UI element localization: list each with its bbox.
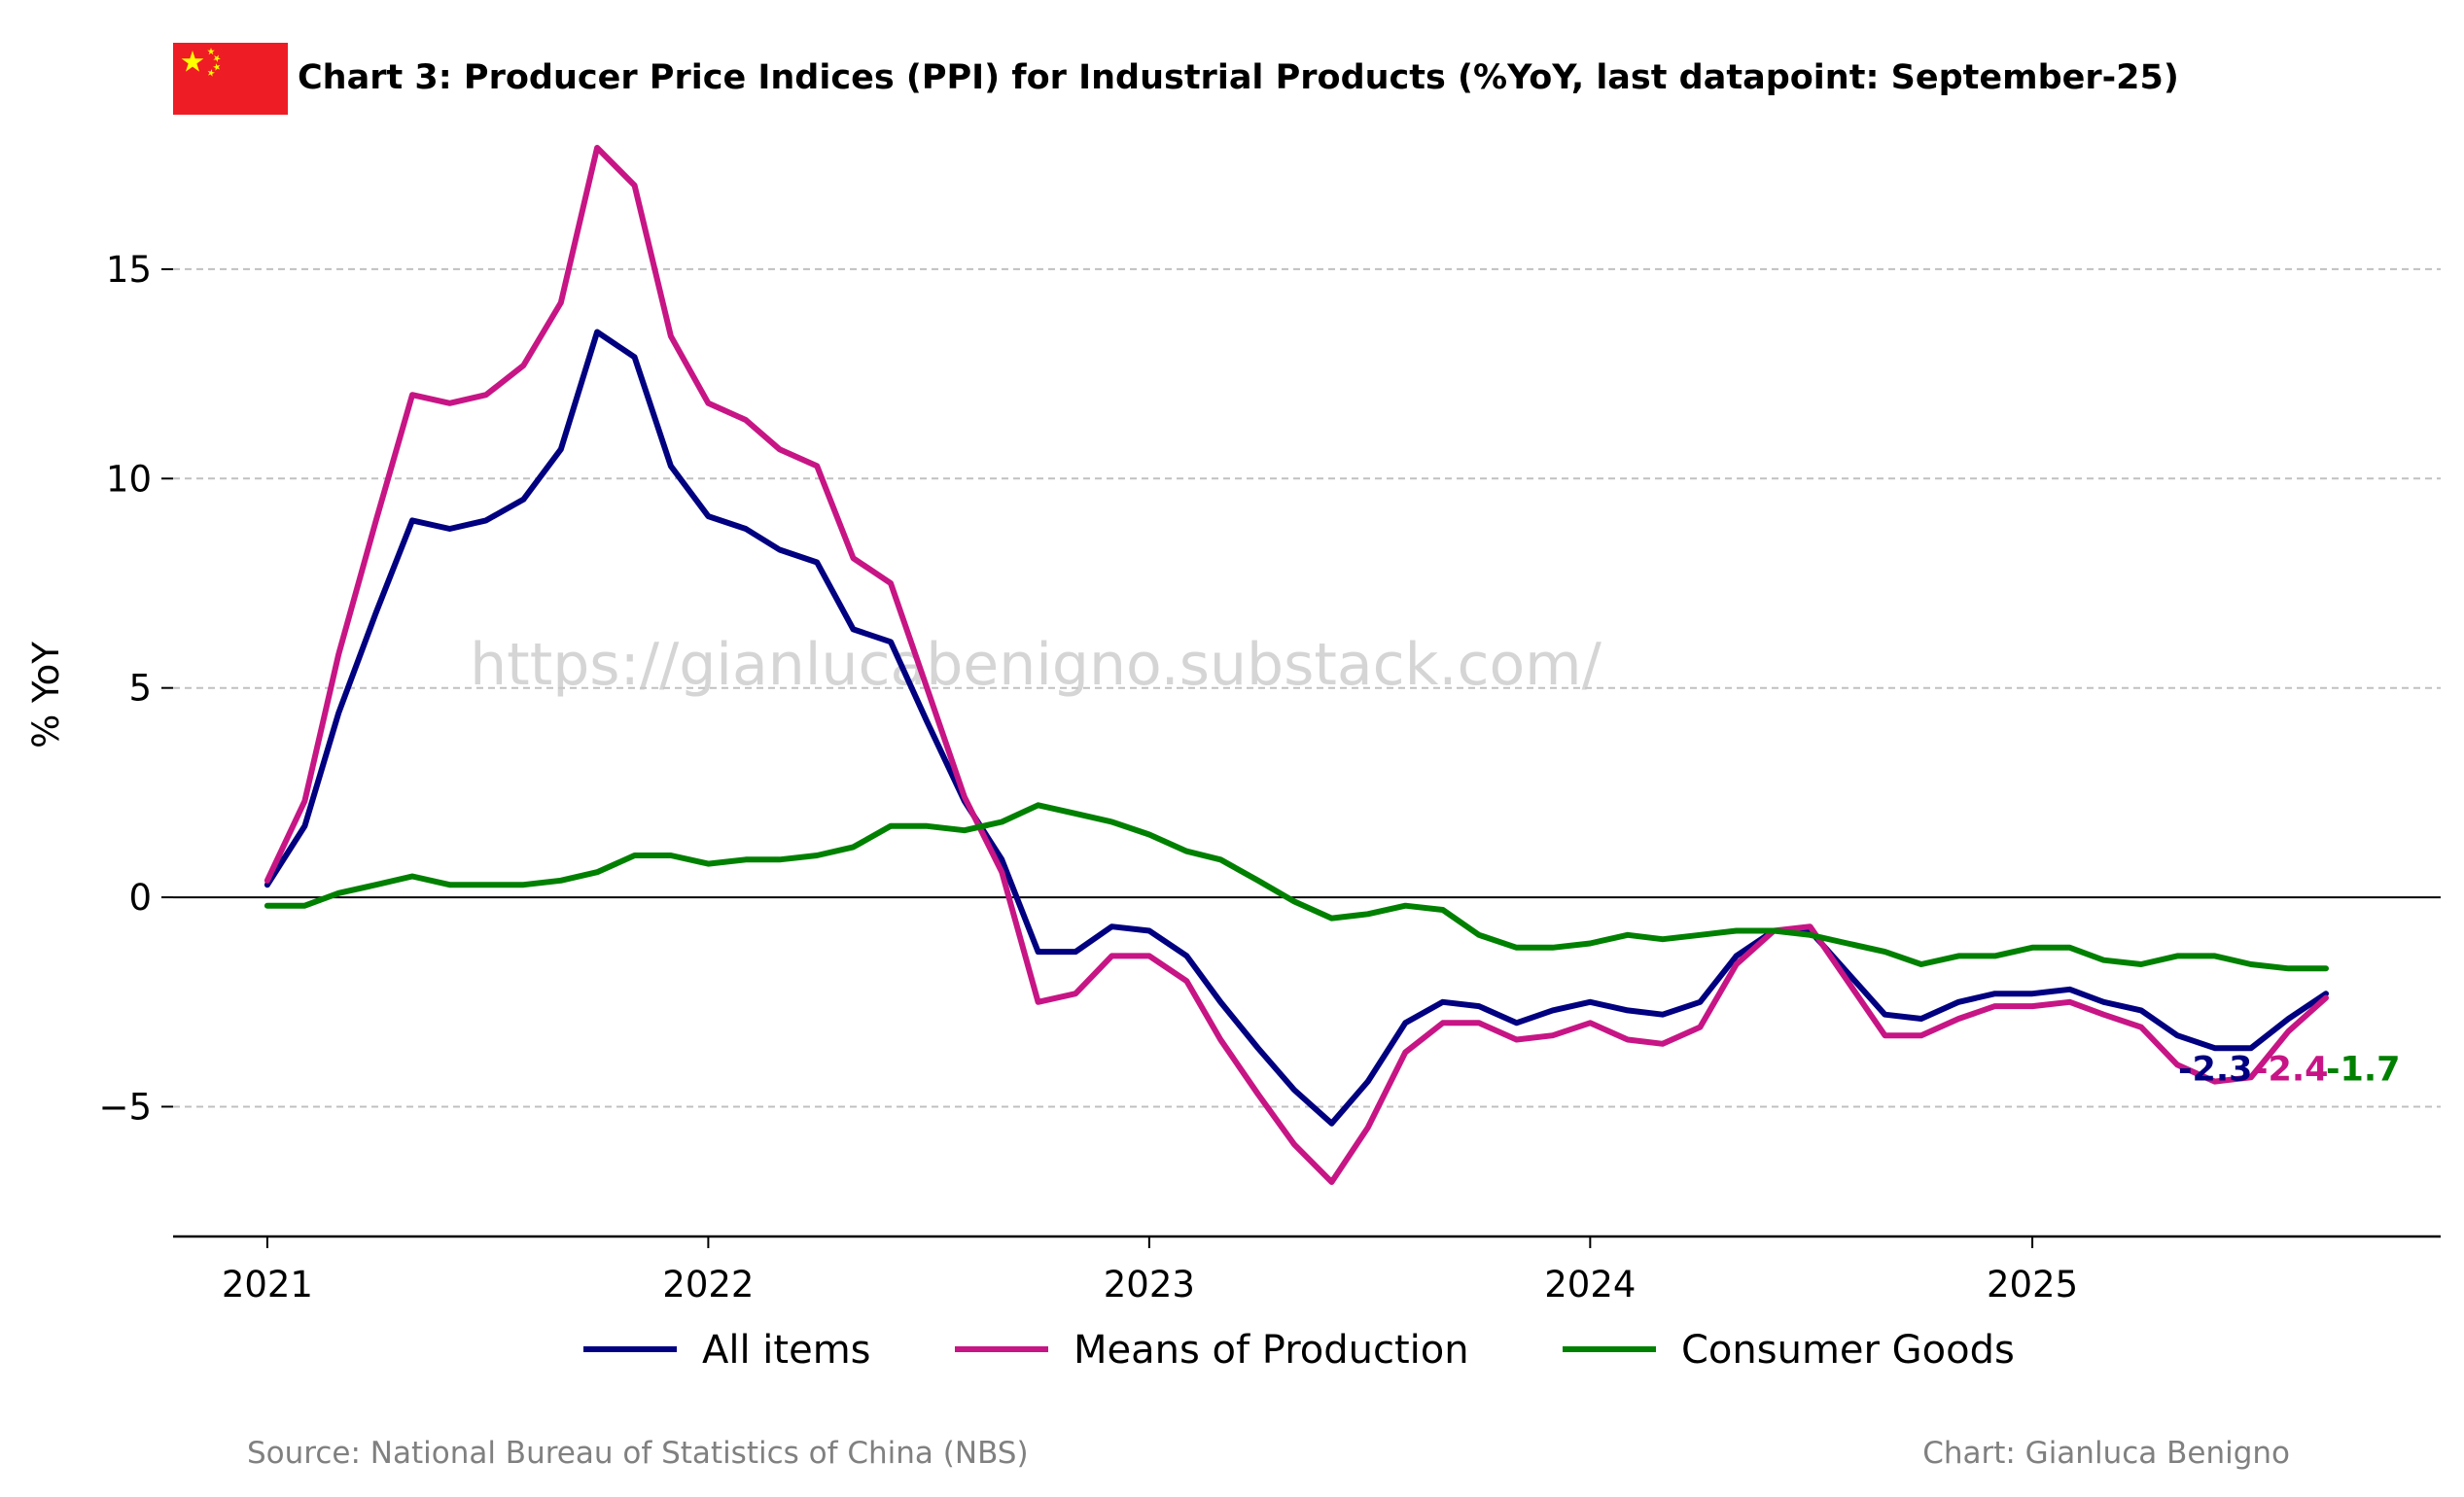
y-axis: −5 0 5 10 15 (98, 249, 173, 1128)
legend-label: Means of Production (1074, 1328, 1469, 1373)
flag-background (173, 43, 288, 115)
flag-big-star (181, 51, 204, 72)
end-value-labels: -2.3 -2.4-1.7 (2178, 1051, 2401, 1090)
end-label-consumer-goods: -1.7 (2326, 1051, 2401, 1090)
x-axis: 2021 2022 2023 2024 2025 (222, 1236, 2078, 1306)
watermark: https://gianlucabenigno.substack.com/ (470, 631, 1602, 699)
y-grid-lines (173, 267, 2441, 1108)
legend: All items Means of Production Consumer Goo… (583, 1328, 2015, 1373)
flag-small-star (213, 54, 221, 62)
x-tick-label: 2023 (1104, 1264, 1195, 1306)
x-tick-label: 2022 (662, 1264, 754, 1306)
chart-title: Chart 3: Producer Price Indices (PPI) fo… (298, 58, 2179, 97)
chart-credit: Chart: Gianluca Benigno (1922, 1436, 2290, 1471)
y-tick-label: 15 (106, 249, 152, 291)
series-line-means-of-production (264, 145, 2329, 1185)
x-tick-label: 2021 (222, 1264, 313, 1306)
series-lines (264, 145, 2329, 1185)
x-tick-label: 2024 (1544, 1264, 1636, 1306)
series-line-all-items (264, 329, 2329, 1127)
y-axis-label: % YoY (25, 642, 67, 748)
flag-small-star (207, 69, 215, 77)
china-flag-icon (173, 43, 288, 115)
flag-small-star (213, 63, 221, 71)
y-tick-label: −5 (98, 1086, 152, 1128)
y-tick-label: 5 (128, 668, 152, 710)
end-label-means-of-production: -2.4 (2254, 1051, 2329, 1090)
legend-label: All items (702, 1328, 871, 1373)
flag-small-star (207, 48, 215, 55)
x-tick-label: 2025 (1987, 1264, 2078, 1306)
end-label-all-items: -2.3 (2178, 1051, 2253, 1090)
legend-label: Consumer Goods (1681, 1328, 2015, 1373)
y-tick-label: 0 (128, 877, 152, 919)
source-note: Source: National Bureau of Statistics of… (247, 1436, 1029, 1471)
series-line-consumer-goods (264, 802, 2329, 972)
y-tick-label: 10 (106, 458, 152, 500)
